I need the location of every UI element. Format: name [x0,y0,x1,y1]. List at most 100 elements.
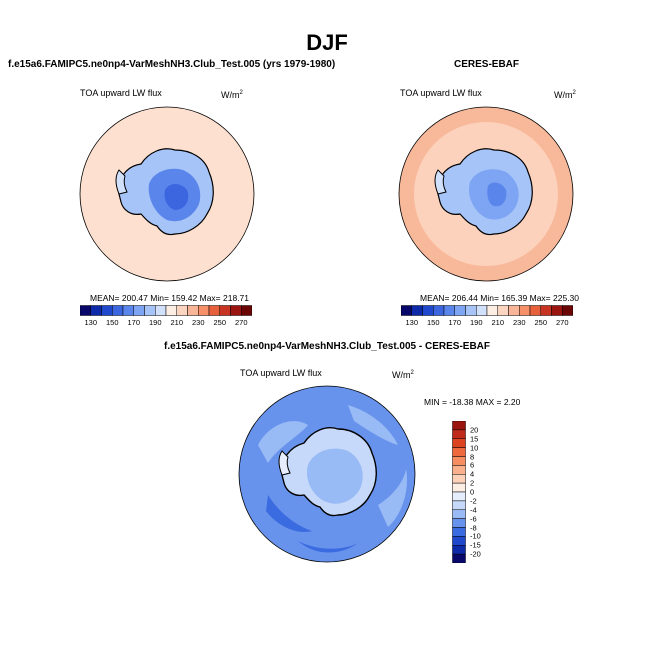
colorbar-box [452,545,466,555]
colorbar-box [452,509,466,519]
colorbar-tick-label: 250 [213,318,227,327]
colorbar-box [187,305,199,316]
diff-polar-map [238,385,416,563]
colorbar-box [452,465,466,475]
diff-units: W/m2 [392,370,414,380]
colorbar-box [208,305,220,316]
colorbar-tick-label: 8 [470,452,475,461]
diff-colorbar-boxes [452,421,466,563]
colorbar-tick-label: 270 [234,318,248,327]
colorbar-box [476,305,488,316]
colorbar-box [90,305,102,316]
colorbar-box [452,491,466,502]
obs-peninsula [434,169,447,195]
figure-title: DJF [306,30,348,55]
colorbar-box [230,305,242,316]
diff-strong-patch-1 [266,495,312,533]
colorbar-box [144,305,156,316]
obs-colorbar-boxes [401,305,573,316]
colorbar-tick-label: 230 [191,318,205,327]
colorbar-tick-label: 4 [470,469,475,479]
model-ice-core [164,184,189,210]
colorbar-box [241,305,252,316]
colorbar-tick-label: 150 [426,318,440,327]
model-peninsula [115,169,128,195]
model-polar-map [79,106,255,282]
model-case-title: f.e15a6.FAMIPC5.ne0np4-VarMeshNH3.Club_T… [8,59,336,70]
colorbar-box [122,305,134,316]
model-units: W/m2 [221,90,243,100]
colorbar-box [486,305,498,316]
colorbar-tick-label: -10 [470,531,481,541]
colorbar-box [452,482,466,493]
colorbar-tick-label: 130 [405,318,419,327]
colorbar-tick-label: 190 [148,318,162,327]
model-colorbar-labels: 130 150 170 190 210 230 250 270 [80,318,252,330]
obs-stats: MEAN= 206.44 Min= 165.39 Max= 225.30 [420,293,580,303]
colorbar-box [101,305,113,316]
colorbar-tick-label: 130 [84,318,98,327]
colorbar-box [562,305,573,316]
colorbar-box [452,527,466,537]
diff-case-title: f.e15a6.FAMIPC5.ne0np4-VarMeshNH3.Club_T… [163,341,491,352]
colorbar-box [452,456,466,466]
colorbar-box [551,305,563,316]
obs-colorbar-labels: 130 150 170 190 210 230 250 270 [401,318,573,330]
colorbar-box [465,305,477,316]
obs-colorbar [401,305,573,316]
colorbar-box [433,305,445,316]
colorbar-box [454,305,466,316]
colorbar-box [155,305,167,316]
colorbar-box [401,305,412,316]
colorbar-box [80,305,91,316]
colorbar-box [529,305,541,316]
obs-variable-label: TOA upward LW flux [400,88,482,98]
colorbar-tick-label: 15 [470,434,479,444]
colorbar-box [443,305,455,316]
obs-units: W/m2 [554,90,576,100]
diff-variable-label: TOA upward LW flux [240,368,322,378]
diff-strong-patch-2 [298,541,358,553]
colorbar-tick-label: -6 [470,514,477,524]
colorbar-tick-label: 20 [470,425,479,435]
colorbar-box [165,305,177,316]
colorbar-tick-label: 210 [170,318,184,327]
colorbar-tick-label: -4 [470,505,477,515]
colorbar-tick-label: 250 [534,318,548,327]
diff-colorbar [452,421,466,563]
colorbar-tick-label: -2 [470,496,477,506]
colorbar-tick-label: 170 [127,318,141,327]
diff-peninsula [278,450,291,476]
colorbar-tick-label: -15 [470,540,481,550]
diff-interior-field [306,448,363,504]
colorbar-box [452,518,466,528]
model-colorbar-boxes [80,305,252,316]
colorbar-box [452,474,466,484]
colorbar-tick-label: -8 [470,523,477,532]
colorbar-tick-label: 170 [448,318,462,327]
colorbar-tick-label: 10 [470,443,479,453]
diff-minmax: MIN = -18.38 MAX = 2.20 [424,397,521,407]
obs-polar-map [398,106,574,282]
colorbar-tick-label: 2 [470,478,475,488]
model-stats: MEAN= 200.47 Min= 159.42 Max= 218.71 [90,293,250,303]
colorbar-box [452,429,466,440]
colorbar-box [519,305,531,316]
diff-colorbar-labels: 20 15 10 8 6 4 2 0 -2 -4 -6 -8 -10 -15 -20 [470,421,500,563]
colorbar-tick-label: 0 [470,487,475,497]
diff-weak-patch-1 [258,421,308,463]
colorbar-box [452,536,466,546]
obs-case-title: CERES-EBAF [454,59,520,70]
colorbar-box [508,305,520,316]
colorbar-box [422,305,434,316]
colorbar-box [452,553,466,563]
colorbar-tick-label: 230 [512,318,526,327]
model-variable-label: TOA upward LW flux [80,88,162,98]
colorbar-tick-label: 190 [469,318,483,327]
colorbar-box [411,305,423,316]
colorbar-tick-label: -20 [470,549,481,559]
colorbar-tick-label: 270 [555,318,569,327]
model-colorbar [80,305,252,316]
colorbar-box [452,438,466,448]
colorbar-box [112,305,124,316]
